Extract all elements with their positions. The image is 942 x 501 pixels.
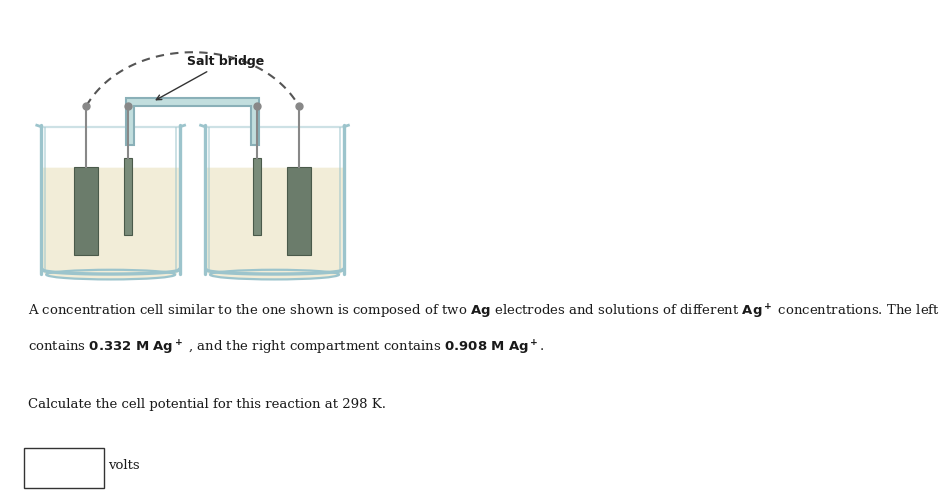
Text: A concentration cell similar to the one shown is composed of two $\bf{Ag}$ elect: A concentration cell similar to the one … (28, 303, 942, 322)
Ellipse shape (210, 270, 339, 280)
Text: contains $\bf{0.332\ M\ Ag}^+$ , and the right compartment contains $\bf{0.908\ : contains $\bf{0.332\ M\ Ag}^+$ , and the… (28, 339, 545, 358)
Polygon shape (286, 167, 311, 255)
Polygon shape (42, 168, 179, 276)
Text: Salt bridge: Salt bridge (156, 55, 265, 100)
Polygon shape (253, 158, 261, 235)
Polygon shape (74, 167, 99, 255)
Ellipse shape (46, 270, 175, 280)
Text: volts: volts (108, 459, 140, 472)
Text: Calculate the cell potential for this reaction at 298 K.: Calculate the cell potential for this re… (28, 398, 386, 411)
FancyBboxPatch shape (24, 448, 104, 488)
Polygon shape (126, 98, 259, 145)
Polygon shape (124, 158, 132, 235)
Polygon shape (206, 168, 343, 276)
